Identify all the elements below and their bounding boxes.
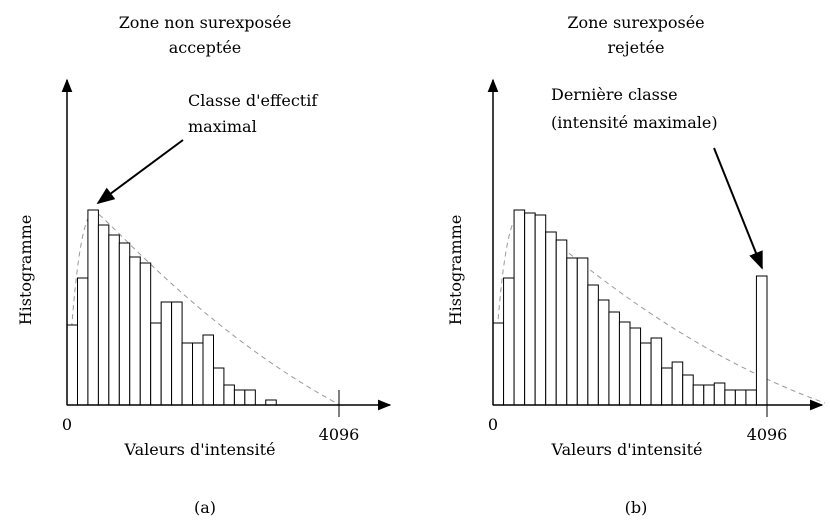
bar	[233, 389, 246, 406]
bar	[587, 284, 599, 406]
bar	[618, 321, 631, 406]
bar	[150, 322, 162, 406]
bar	[566, 257, 578, 406]
panel-label: (a)	[194, 498, 216, 517]
fit-curve	[492, 214, 826, 404]
bar	[87, 209, 99, 406]
charts: Zone non surexposée acceptée Classe d'effe…	[16, 13, 824, 517]
bar	[734, 389, 747, 406]
bar	[671, 361, 684, 406]
bar	[534, 214, 547, 406]
bar	[713, 382, 726, 406]
annotation-arrow	[713, 147, 763, 270]
bar	[524, 212, 536, 406]
y-axis-label: Histogramme	[446, 215, 465, 326]
bar	[108, 234, 120, 406]
chart-title: Zone non surexposée	[119, 13, 292, 32]
x-tick-label: 4096	[319, 425, 360, 444]
annotation-arrow	[96, 139, 184, 205]
annotation: maximal	[188, 117, 257, 136]
bar	[97, 224, 110, 406]
bar	[76, 277, 89, 406]
bar	[597, 299, 610, 406]
bar	[66, 324, 78, 406]
bar	[650, 337, 663, 406]
bar	[223, 384, 235, 406]
bar	[640, 342, 652, 406]
chart-title: rejetée	[608, 38, 665, 57]
bar	[703, 384, 715, 406]
annotation: Classe d'effectif	[188, 91, 318, 110]
bar	[576, 257, 589, 406]
x-axis-label: Valeurs d'intensité	[124, 440, 276, 459]
bar	[160, 301, 173, 406]
x-axis-label: Valeurs d'intensité	[551, 440, 703, 459]
bar	[503, 277, 515, 406]
bar	[139, 262, 152, 406]
y-axis-label: Histogramme	[16, 215, 35, 326]
x-tick-label: 4096	[747, 425, 788, 444]
bar	[171, 301, 183, 406]
bar	[129, 256, 141, 406]
bar	[181, 342, 194, 406]
bar	[745, 389, 757, 406]
bar	[244, 389, 256, 406]
bar	[629, 327, 642, 406]
bar	[212, 367, 225, 406]
bar	[192, 342, 204, 406]
bar	[492, 322, 505, 406]
chart-title: acceptée	[169, 38, 242, 57]
panel-label: (b)	[625, 498, 648, 517]
fit-curve	[66, 211, 341, 406]
bar	[724, 389, 736, 406]
bar	[513, 209, 526, 406]
bar	[608, 311, 620, 406]
annotation: Dernière classe	[551, 85, 678, 104]
bar	[545, 231, 557, 406]
x-tick-label: 0	[62, 415, 72, 434]
bar	[682, 374, 694, 406]
bar	[755, 275, 768, 406]
bar	[555, 239, 568, 406]
annotation: (intensité maximale)	[551, 113, 718, 132]
chart-title: Zone surexposée	[567, 13, 704, 32]
bar	[202, 334, 214, 406]
bar	[692, 384, 705, 406]
bar	[118, 242, 131, 406]
bar	[661, 367, 673, 406]
x-tick-label: 0	[488, 415, 498, 434]
